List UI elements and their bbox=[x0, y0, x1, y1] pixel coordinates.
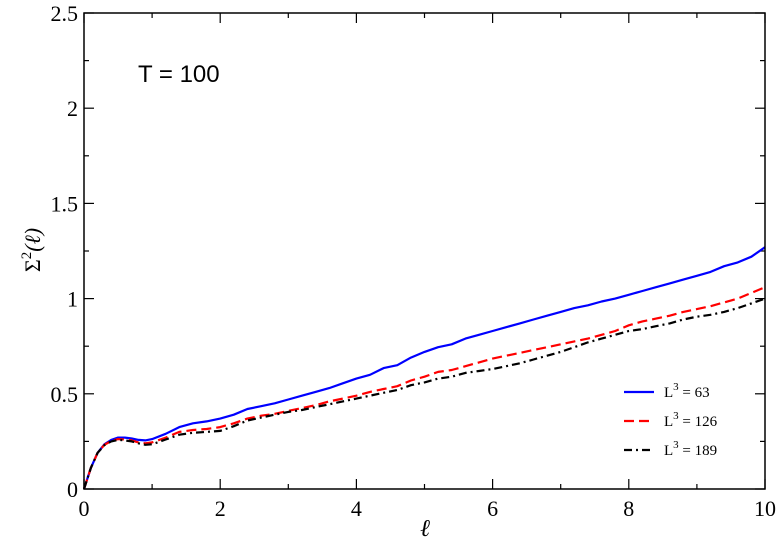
y-tick-label: 1.5 bbox=[51, 191, 79, 216]
legend-label-value: = 126 bbox=[679, 414, 718, 430]
y-axis-label-argument: (ℓ) bbox=[20, 228, 45, 252]
y-axis-label: Σ2(ℓ) bbox=[19, 228, 45, 272]
legend-label-2: L3 = 126 bbox=[664, 410, 718, 430]
y-axis-label-base: Σ bbox=[20, 259, 45, 272]
x-tick-label: 6 bbox=[487, 496, 498, 521]
tick-labels: 0 2 4 6 8 10 0 0.5 1 1.5 2 2.5 bbox=[51, 1, 777, 521]
legend-label-1: L3 = 63 bbox=[664, 381, 710, 401]
x-tick-label: 8 bbox=[623, 496, 634, 521]
legend-label-base: L bbox=[664, 443, 673, 459]
legend-label-superscript: 3 bbox=[673, 381, 679, 393]
legend-label-value: = 189 bbox=[679, 443, 717, 459]
x-tick-label: 4 bbox=[351, 496, 362, 521]
series-lines bbox=[82, 246, 766, 490]
legend-label-superscript: 3 bbox=[673, 410, 679, 422]
x-axis-label: ℓ bbox=[420, 516, 430, 541]
y-tick-label: 1 bbox=[67, 287, 78, 312]
x-tick-label: 10 bbox=[754, 496, 776, 521]
plot-frame bbox=[83, 12, 766, 490]
legend-label-3: L3 = 189 bbox=[664, 439, 717, 459]
legend-label-value: = 63 bbox=[679, 385, 710, 401]
y-tick-label: 0 bbox=[67, 477, 78, 502]
temperature-annotation: T = 100 bbox=[138, 61, 220, 88]
legend-label-base: L bbox=[664, 414, 673, 430]
x-tick-label: 2 bbox=[215, 496, 226, 521]
x-tick-label: 0 bbox=[79, 496, 90, 521]
legend-label-base: L bbox=[664, 385, 673, 401]
legend-label-superscript: 3 bbox=[673, 439, 679, 451]
series-line-3 bbox=[82, 297, 766, 490]
y-tick-label: 0.5 bbox=[51, 382, 79, 407]
y-tick-label: 2.5 bbox=[51, 1, 79, 26]
series-line-2 bbox=[82, 286, 766, 490]
series-line-1 bbox=[82, 246, 766, 490]
y-axis-label-superscript: 2 bbox=[19, 252, 35, 260]
y-tick-label: 2 bbox=[67, 96, 78, 121]
